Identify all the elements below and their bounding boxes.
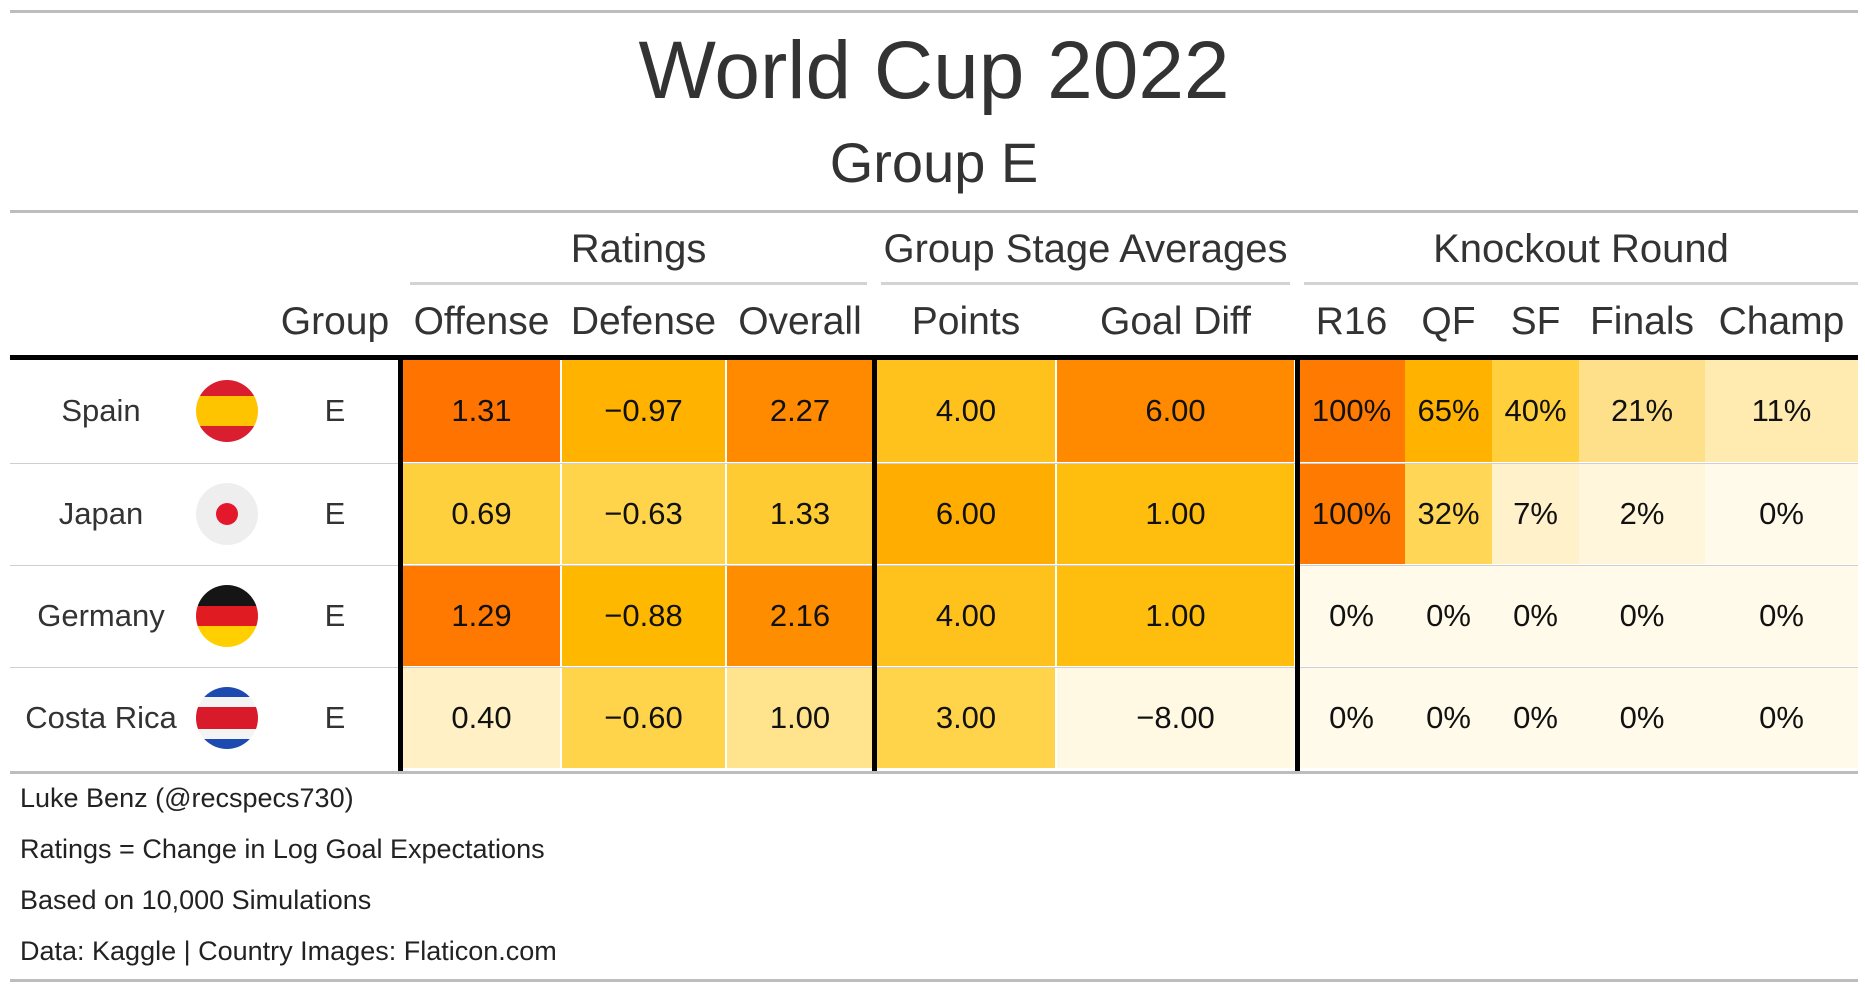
footer-source: Data: Kaggle | Country Images: Flaticon.…	[20, 936, 557, 966]
offense-cell: 1.29	[403, 566, 560, 666]
team-name: Costa Rica	[25, 700, 177, 735]
top-border	[10, 10, 1858, 13]
column-label-points: Points	[911, 300, 1021, 343]
offense-cell: 0.69	[403, 464, 560, 564]
sf-cell: 40%	[1492, 360, 1579, 462]
r16-cell: 0%	[1298, 668, 1405, 768]
column-label-group: Group	[280, 300, 390, 343]
japan-flag-icon	[196, 483, 258, 545]
knockout-left-rule	[1295, 358, 1300, 773]
group-cell: E	[324, 496, 346, 531]
header-rule	[10, 355, 1858, 360]
column-label-champ: Champ	[1718, 300, 1845, 343]
defense-cell: −0.88	[562, 566, 725, 666]
goal-diff-cell: −8.00	[1057, 668, 1294, 768]
team-name: Japan	[58, 496, 144, 531]
qf-cell: 0%	[1405, 668, 1492, 768]
column-label-overall: Overall	[738, 300, 862, 343]
sf-cell: 0%	[1492, 566, 1579, 666]
row-separator	[10, 463, 1858, 464]
table-bottom-rule	[10, 771, 1858, 774]
footer-ratings-note: Ratings = Change in Log Goal Expectation…	[20, 834, 545, 864]
defense-cell: −0.60	[562, 668, 725, 768]
defense-cell: −0.63	[562, 464, 725, 564]
overall-cell: 1.33	[727, 464, 873, 564]
group-cell: E	[324, 598, 346, 633]
r16-cell: 0%	[1298, 566, 1405, 666]
group-stage-left-rule	[872, 358, 877, 773]
column-label-goal-diff: Goal Diff	[1099, 300, 1251, 343]
footer-credit: Luke Benz (@recspecs730)	[20, 783, 354, 813]
column-label-finals: Finals	[1589, 300, 1695, 343]
finals-cell: 2%	[1579, 464, 1705, 564]
germany-flag-icon	[196, 585, 258, 647]
bottom-border	[10, 979, 1858, 982]
spain-flag-icon	[196, 380, 258, 442]
column-label-offense: Offense	[413, 300, 550, 343]
champ-cell: 0%	[1705, 464, 1858, 564]
offense-cell: 0.40	[403, 668, 560, 768]
spanner-ratings: Ratings	[570, 227, 707, 271]
defense-cell: −0.97	[562, 360, 725, 462]
goal-diff-cell: 1.00	[1057, 464, 1294, 564]
overall-cell: 2.16	[727, 566, 873, 666]
column-label-defense: Defense	[570, 300, 717, 343]
points-cell: 6.00	[877, 464, 1055, 564]
goal-diff-cell: 1.00	[1057, 566, 1294, 666]
spanner-group-stage-rule	[881, 282, 1290, 285]
champ-cell: 11%	[1705, 360, 1858, 462]
champ-cell: 0%	[1705, 668, 1858, 768]
column-label-qf: QF	[1421, 300, 1476, 343]
heading-bottom-border	[10, 210, 1858, 213]
goal-diff-cell: 6.00	[1057, 360, 1294, 462]
spanner-group-stage: Group Stage Averages	[883, 227, 1288, 271]
group-cell: E	[324, 393, 346, 428]
team-name: Germany	[37, 598, 165, 633]
spanner-knockout: Knockout Round	[1433, 227, 1729, 271]
points-cell: 3.00	[877, 668, 1055, 768]
row-separator	[10, 667, 1858, 668]
team-name: Spain	[61, 393, 141, 428]
points-cell: 4.00	[877, 566, 1055, 666]
offense-cell: 1.31	[403, 360, 560, 462]
group-cell: E	[324, 700, 346, 735]
table-subtitle: Group E	[829, 131, 1039, 194]
column-label-r16: R16	[1315, 300, 1388, 343]
points-cell: 4.00	[877, 360, 1055, 462]
table-title: World Cup 2022	[638, 25, 1230, 116]
costa-rica-flag-icon	[196, 687, 258, 749]
sf-cell: 7%	[1492, 464, 1579, 564]
sf-cell: 0%	[1492, 668, 1579, 768]
finals-cell: 21%	[1579, 360, 1705, 462]
overall-cell: 1.00	[727, 668, 873, 768]
r16-cell: 100%	[1298, 360, 1405, 462]
finals-cell: 0%	[1579, 566, 1705, 666]
r16-cell: 100%	[1298, 464, 1405, 564]
champ-cell: 0%	[1705, 566, 1858, 666]
spanner-knockout-rule	[1304, 282, 1858, 285]
qf-cell: 32%	[1405, 464, 1492, 564]
finals-cell: 0%	[1579, 668, 1705, 768]
footer-simulations-note: Based on 10,000 Simulations	[20, 885, 372, 915]
overall-cell: 2.27	[727, 360, 873, 462]
qf-cell: 65%	[1405, 360, 1492, 462]
qf-cell: 0%	[1405, 566, 1492, 666]
ratings-left-rule	[398, 358, 403, 773]
row-separator	[10, 565, 1858, 566]
column-label-sf: SF	[1510, 300, 1561, 343]
spanner-ratings-rule	[410, 282, 867, 285]
